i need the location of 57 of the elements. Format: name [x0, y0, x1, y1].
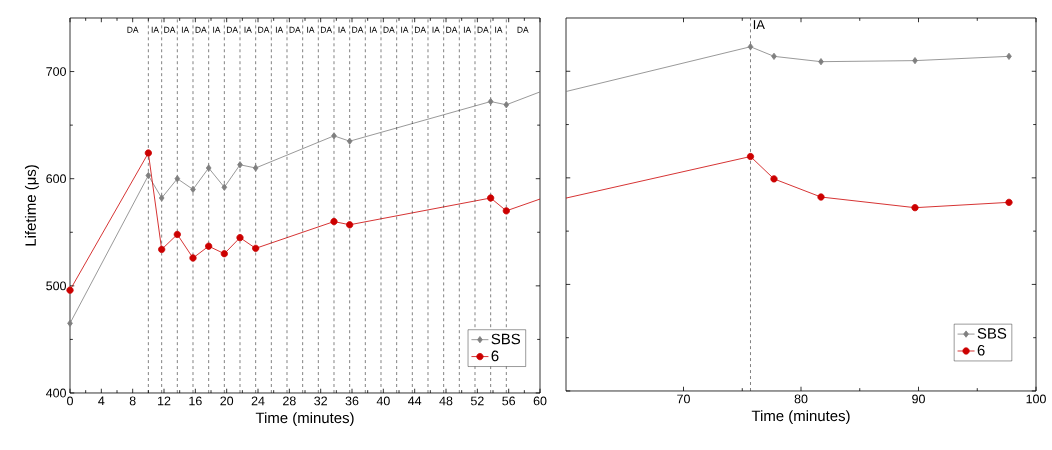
annotation: DA [164, 26, 176, 33]
annotation: IA [307, 26, 315, 33]
legend-label: 6 [977, 345, 985, 356]
annotation: DA [414, 26, 427, 33]
annotation: IA [369, 26, 378, 33]
annotation: DA [289, 26, 301, 33]
annotation: DA [127, 26, 139, 33]
x-tick-label: 16 [189, 396, 202, 406]
x-tick-label: 90 [912, 394, 925, 404]
annotation: IA [275, 26, 284, 33]
x-tick-label: 20 [220, 396, 234, 406]
x-tick-label: 70 [677, 394, 690, 404]
legend-label: SBS [491, 333, 521, 345]
annotation: IA [151, 26, 159, 33]
y-tick-label: 400 [45, 388, 66, 398]
x-tick-label: 100 [1026, 394, 1046, 404]
x-tick-label: 24 [251, 396, 265, 406]
annotation: IA [338, 26, 346, 33]
x-axis-title: Time (minutes) [255, 412, 354, 427]
x-tick-label: 12 [158, 396, 171, 406]
legend-label: SBS [977, 328, 1007, 339]
x-tick-label: 48 [439, 396, 453, 406]
x-tick-label: 4 [98, 396, 105, 406]
annotation: DA [226, 26, 239, 33]
x-tick-label: 8 [129, 396, 136, 406]
x-tick-label: 56 [502, 396, 516, 406]
x-tick-label: 60 [533, 396, 547, 406]
y-axis-title: Lifetime (μs) [24, 165, 39, 246]
annotation: IA [401, 26, 409, 33]
annotation: IA [181, 26, 190, 33]
y-tick-label: 700 [46, 67, 66, 76]
annotation: DA [446, 26, 458, 33]
x-tick-label: 0 [67, 396, 73, 406]
annotation: IA [213, 26, 221, 33]
y-tick-label: 600 [46, 174, 66, 184]
x-tick-label: 32 [314, 396, 327, 406]
x-tick-label: 28 [283, 396, 296, 406]
y-tick-label: 500 [46, 281, 66, 291]
x-axis-title: Time (minutes) [751, 410, 850, 425]
annotation: DA [258, 26, 270, 33]
annotation: IA [463, 26, 472, 33]
annotation: IA [244, 26, 252, 33]
annotation: DA [352, 26, 364, 33]
legend-label: 6 [491, 350, 499, 362]
annotation: DA [320, 26, 333, 33]
x-tick-label: 52 [470, 396, 484, 406]
x-tick-label: 36 [345, 396, 359, 406]
x-tick-label: 44 [408, 396, 422, 406]
annotation: DA [383, 26, 395, 33]
x-tick-label: 80 [794, 394, 808, 404]
annotation: IA [432, 26, 440, 33]
annotation: DA [517, 26, 529, 33]
x-tick-label: 40 [376, 396, 390, 406]
ref-line-label: IA [753, 20, 765, 30]
annotation: DA [477, 26, 489, 33]
annotation: IA [495, 26, 503, 33]
annotation: DA [195, 26, 207, 33]
